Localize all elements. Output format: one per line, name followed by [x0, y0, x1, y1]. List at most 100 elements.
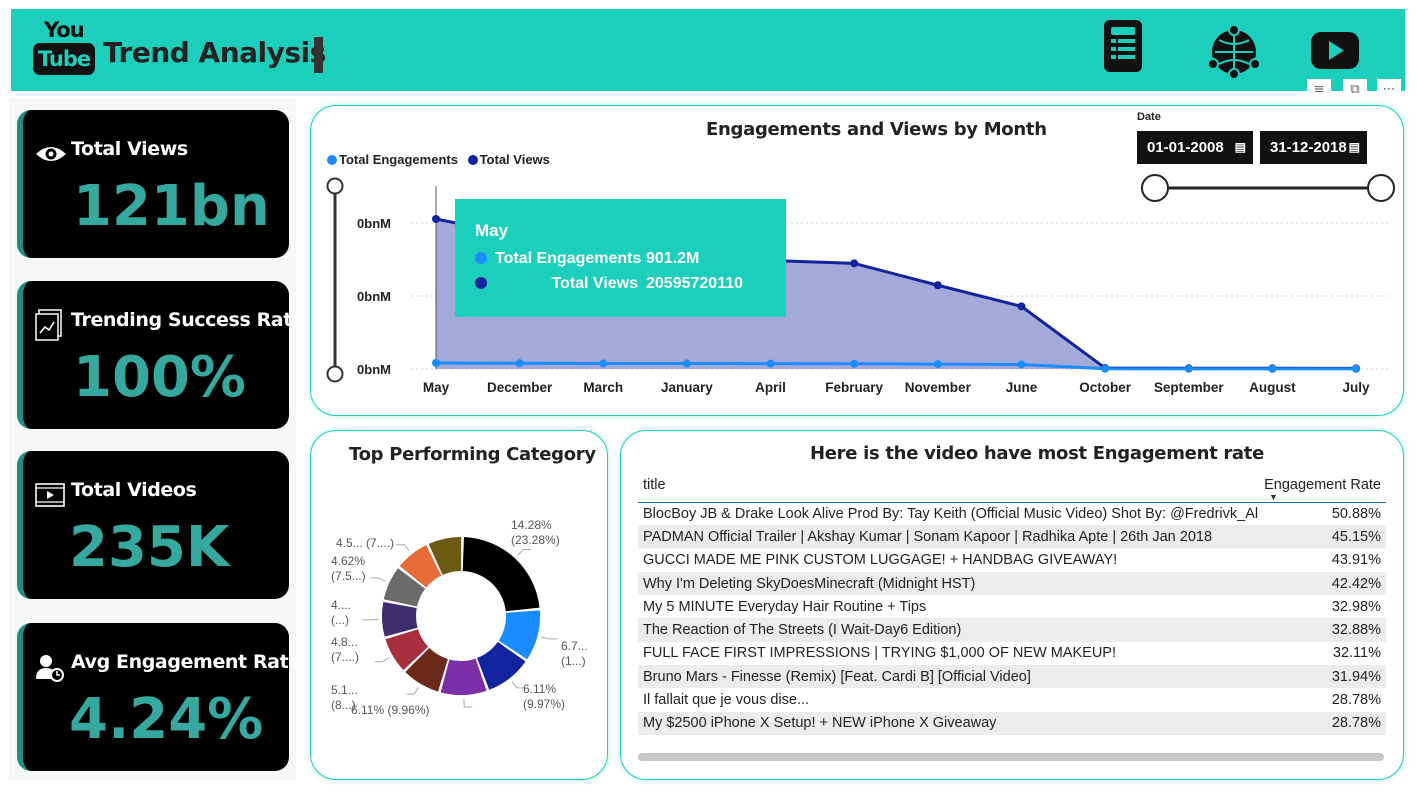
donut-slice[interactable]	[498, 610, 540, 660]
engagements-point[interactable]	[432, 359, 440, 367]
cell-title: Why I'm Deleting SkyDoesMinecraft (Midni…	[638, 571, 1258, 596]
legend-label: Total Engagements	[339, 152, 458, 167]
donut-slice[interactable]	[383, 568, 426, 607]
cell-title: My $2500 iPhone X Setup! + NEW iPhone X …	[638, 711, 1258, 735]
engagements-point[interactable]	[1017, 360, 1026, 369]
tooltip-month: May	[475, 221, 509, 240]
user-engagement-icon	[36, 655, 64, 682]
cell-engagement-rate: 42.42%	[1258, 571, 1386, 596]
y-zoom-handle-bottom[interactable]	[326, 365, 344, 383]
engagements-point[interactable]	[1101, 364, 1110, 373]
cell-engagement-rate: 28.78%	[1258, 711, 1386, 735]
donut-data-label: 4.62% (7.5...)	[331, 554, 366, 583]
table-row[interactable]: GUCCI MADE ME PINK CUSTOM LUGGAGE! + HAN…	[638, 549, 1386, 572]
views-point[interactable]	[850, 259, 859, 268]
y-zoom-handle-top[interactable]	[326, 177, 344, 195]
leader-line	[396, 544, 410, 552]
engagements-point[interactable]	[1268, 364, 1277, 373]
sort-desc-icon[interactable]: ▼	[1269, 491, 1278, 502]
top-category-panel: Top Performing Category 14.28% (23.28%) 6.…	[310, 430, 608, 780]
engagements-line	[435, 361, 1357, 371]
document-icon[interactable]	[1102, 18, 1144, 74]
cell-title: FULL FACE FIRST IMPRESSIONS | TRYING $1,…	[643, 645, 1116, 662]
header-bar	[11, 9, 1405, 91]
globe-network-icon[interactable]	[1205, 22, 1263, 80]
table-row[interactable]: My $2500 iPhone X Setup! + NEW iPhone X …	[638, 711, 1386, 735]
table-row[interactable]: BlocBoy JB & Drake Look Alive Prod By: T…	[638, 502, 1386, 525]
table-row[interactable]: Why I'm Deleting SkyDoesMinecraft (Midni…	[638, 571, 1386, 596]
x-tick-label: May	[423, 380, 450, 395]
x-tick-label: April	[755, 380, 786, 395]
engagements-point[interactable]	[933, 360, 942, 369]
date-end-input[interactable]: 31-12-2018 ▤	[1260, 131, 1367, 164]
x-tick-label: September	[1154, 380, 1225, 395]
x-tick-label: November	[905, 380, 972, 395]
focus-mode-icon[interactable]: ⧉	[1343, 79, 1367, 103]
filter-icon[interactable]: ≡	[1307, 79, 1331, 103]
engagements-point[interactable]	[1184, 364, 1193, 373]
tooltip-value: 901.2M	[646, 250, 700, 267]
cell-engagement-rate: 31.94%	[1258, 665, 1386, 689]
eye-icon	[36, 147, 66, 161]
donut-data-label: 5.1... (8...)	[331, 683, 358, 712]
table-row[interactable]: Bruno Mars - Finesse (Remix) [Feat. Card…	[638, 665, 1386, 689]
engagement-views-chart-panel: Engagements and Views by Month Total Eng…	[310, 105, 1404, 416]
date-end-value: 31-12-2018	[1270, 139, 1347, 156]
horizontal-scrollbar[interactable]	[638, 753, 1384, 761]
cell-engagement-rate: 32.98%	[1331, 598, 1381, 615]
youtube-play-icon[interactable]	[1310, 31, 1360, 71]
date-range-slider[interactable]	[1139, 172, 1399, 206]
donut-slice[interactable]	[385, 629, 429, 671]
table-row[interactable]: Il fallait que je vous dise... 28.78%	[638, 688, 1386, 711]
cell-engagement-rate: 32.11%	[1332, 645, 1381, 662]
cell-title: PADMAN Official Trailer | Akshay Kumar |…	[638, 525, 1258, 549]
calendar-icon[interactable]: ▤	[1348, 140, 1360, 154]
donut-slice[interactable]	[440, 658, 487, 695]
engagements-point[interactable]	[682, 359, 691, 368]
more-options-icon[interactable]: ⋯	[1377, 79, 1401, 103]
engagements-point[interactable]	[1352, 364, 1360, 373]
legend-item-engagements[interactable]: Total Engagements	[327, 152, 458, 167]
leader-line	[541, 636, 558, 640]
legend-item-views[interactable]: Total Views	[467, 152, 550, 167]
donut-slice[interactable]	[462, 537, 540, 612]
kpi-value: 4.24%	[69, 687, 264, 752]
engagements-point[interactable]	[766, 359, 775, 368]
tooltip-dot	[475, 277, 487, 289]
engagements-point[interactable]	[850, 359, 859, 368]
x-tick-label: July	[1342, 380, 1370, 395]
views-point[interactable]	[432, 215, 440, 223]
engagements-point[interactable]	[515, 359, 524, 368]
table-row[interactable]: My 5 MINUTE Everyday Hair Routine + Tips…	[638, 595, 1386, 618]
donut-slice[interactable]	[399, 545, 442, 588]
engagement-table: title Engagement Rate ▼ BlocBoy JB & Drak…	[638, 468, 1386, 735]
donut-slice[interactable]	[405, 647, 448, 692]
slider-handle-start[interactable]	[1141, 174, 1169, 202]
legend-dot	[467, 155, 478, 165]
column-header-title[interactable]: title	[638, 468, 1258, 503]
views-point[interactable]	[1017, 302, 1026, 311]
youtube-logo: You Tube	[33, 18, 95, 76]
category-donut-chart[interactable]: 14.28% (23.28%) 6.7... (1...) 6.11% (9.97%) 6.…	[311, 431, 609, 781]
donut-slice[interactable]	[428, 537, 462, 575]
kpi-card-total-videos: Total Videos 235K	[17, 451, 289, 599]
leader-line	[406, 686, 419, 695]
donut-data-label: 6.11% (9.96%)	[351, 703, 430, 717]
table-row[interactable]: FULL FACE FIRST IMPRESSIONS | TRYING $1,…	[638, 642, 1386, 665]
kpi-card-avg-engagement-rate: Avg Engagement Rate 4.24%	[17, 623, 301, 771]
column-header-engagement-rate[interactable]: Engagement Rate ▼	[1258, 468, 1386, 503]
cell-title: The Reaction of The Streets (I Wait-Day6…	[638, 618, 1258, 642]
date-start-input[interactable]: 01-01-2008 ▤	[1137, 131, 1253, 164]
table-row[interactable]: PADMAN Official Trailer | Akshay Kumar |…	[638, 525, 1386, 549]
donut-slice[interactable]	[382, 601, 418, 637]
tooltip-label: Total Engagements	[495, 250, 642, 267]
slider-handle-end[interactable]	[1367, 174, 1395, 202]
leader-line	[370, 577, 386, 582]
donut-slice[interactable]	[477, 641, 526, 690]
cell-title: BlocBoy JB & Drake Look Alive Prod By: T…	[643, 505, 1258, 522]
engagement-table-panel: Here is the video have most Engagement r…	[620, 430, 1404, 780]
views-point[interactable]	[933, 281, 942, 290]
engagements-point[interactable]	[599, 359, 608, 368]
calendar-icon[interactable]: ▤	[1234, 140, 1246, 154]
table-row[interactable]: The Reaction of The Streets (I Wait-Day6…	[638, 618, 1386, 642]
